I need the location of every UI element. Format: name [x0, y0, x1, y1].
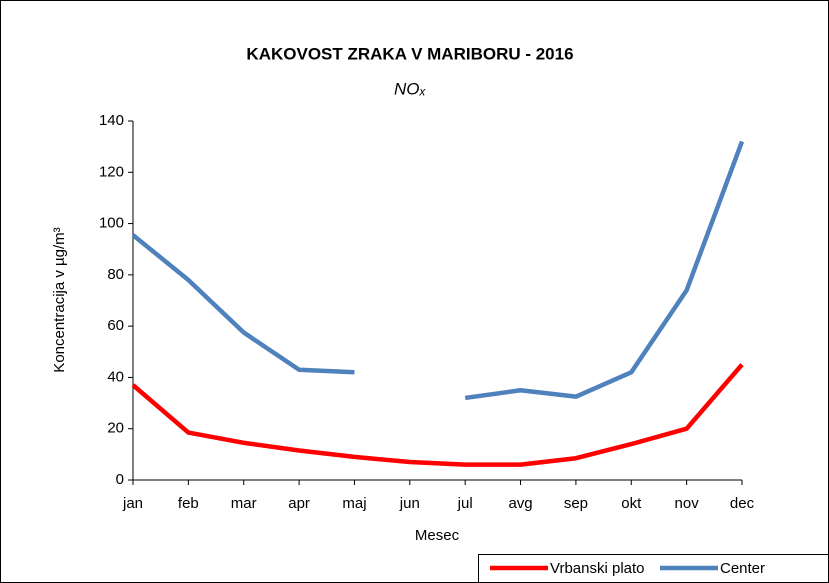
y-tick-label: 80 — [107, 266, 124, 283]
chart-subtitle: NOₓ — [394, 79, 427, 98]
x-tick-label: sep — [564, 495, 588, 512]
y-tick-label: 100 — [99, 215, 124, 232]
y-tick-label: 0 — [116, 471, 124, 488]
x-tick-label: maj — [342, 495, 366, 512]
y-tick-label: 140 — [99, 112, 124, 129]
x-axis-label: Mesec — [415, 527, 460, 544]
legend-label: Vrbanski plato — [550, 560, 645, 577]
series-line — [131, 363, 744, 467]
x-tick-label: jul — [457, 495, 473, 512]
x-tick-label: mar — [231, 495, 257, 512]
x-tick-label: dec — [730, 495, 755, 512]
x-tick-label: avg — [508, 495, 532, 512]
x-tick-label: jan — [122, 495, 143, 512]
y-axis-label: Koncentracija v µg/m³ — [51, 227, 68, 372]
y-tick-label: 120 — [99, 163, 124, 180]
x-tick-label: nov — [675, 495, 700, 512]
series-line — [131, 140, 745, 401]
y-tick-label: 20 — [107, 420, 124, 437]
x-tick-label: okt — [621, 495, 642, 512]
y-tick-label: 40 — [107, 368, 124, 385]
legend-label: Center — [720, 560, 765, 577]
x-tick-label: jun — [399, 495, 420, 512]
y-tick-label: 60 — [107, 317, 124, 334]
x-tick-label: feb — [178, 495, 199, 512]
chart-title: KAKOVOST ZRAKA V MARIBORU - 2016 — [246, 44, 573, 63]
x-tick-label: apr — [288, 495, 310, 512]
